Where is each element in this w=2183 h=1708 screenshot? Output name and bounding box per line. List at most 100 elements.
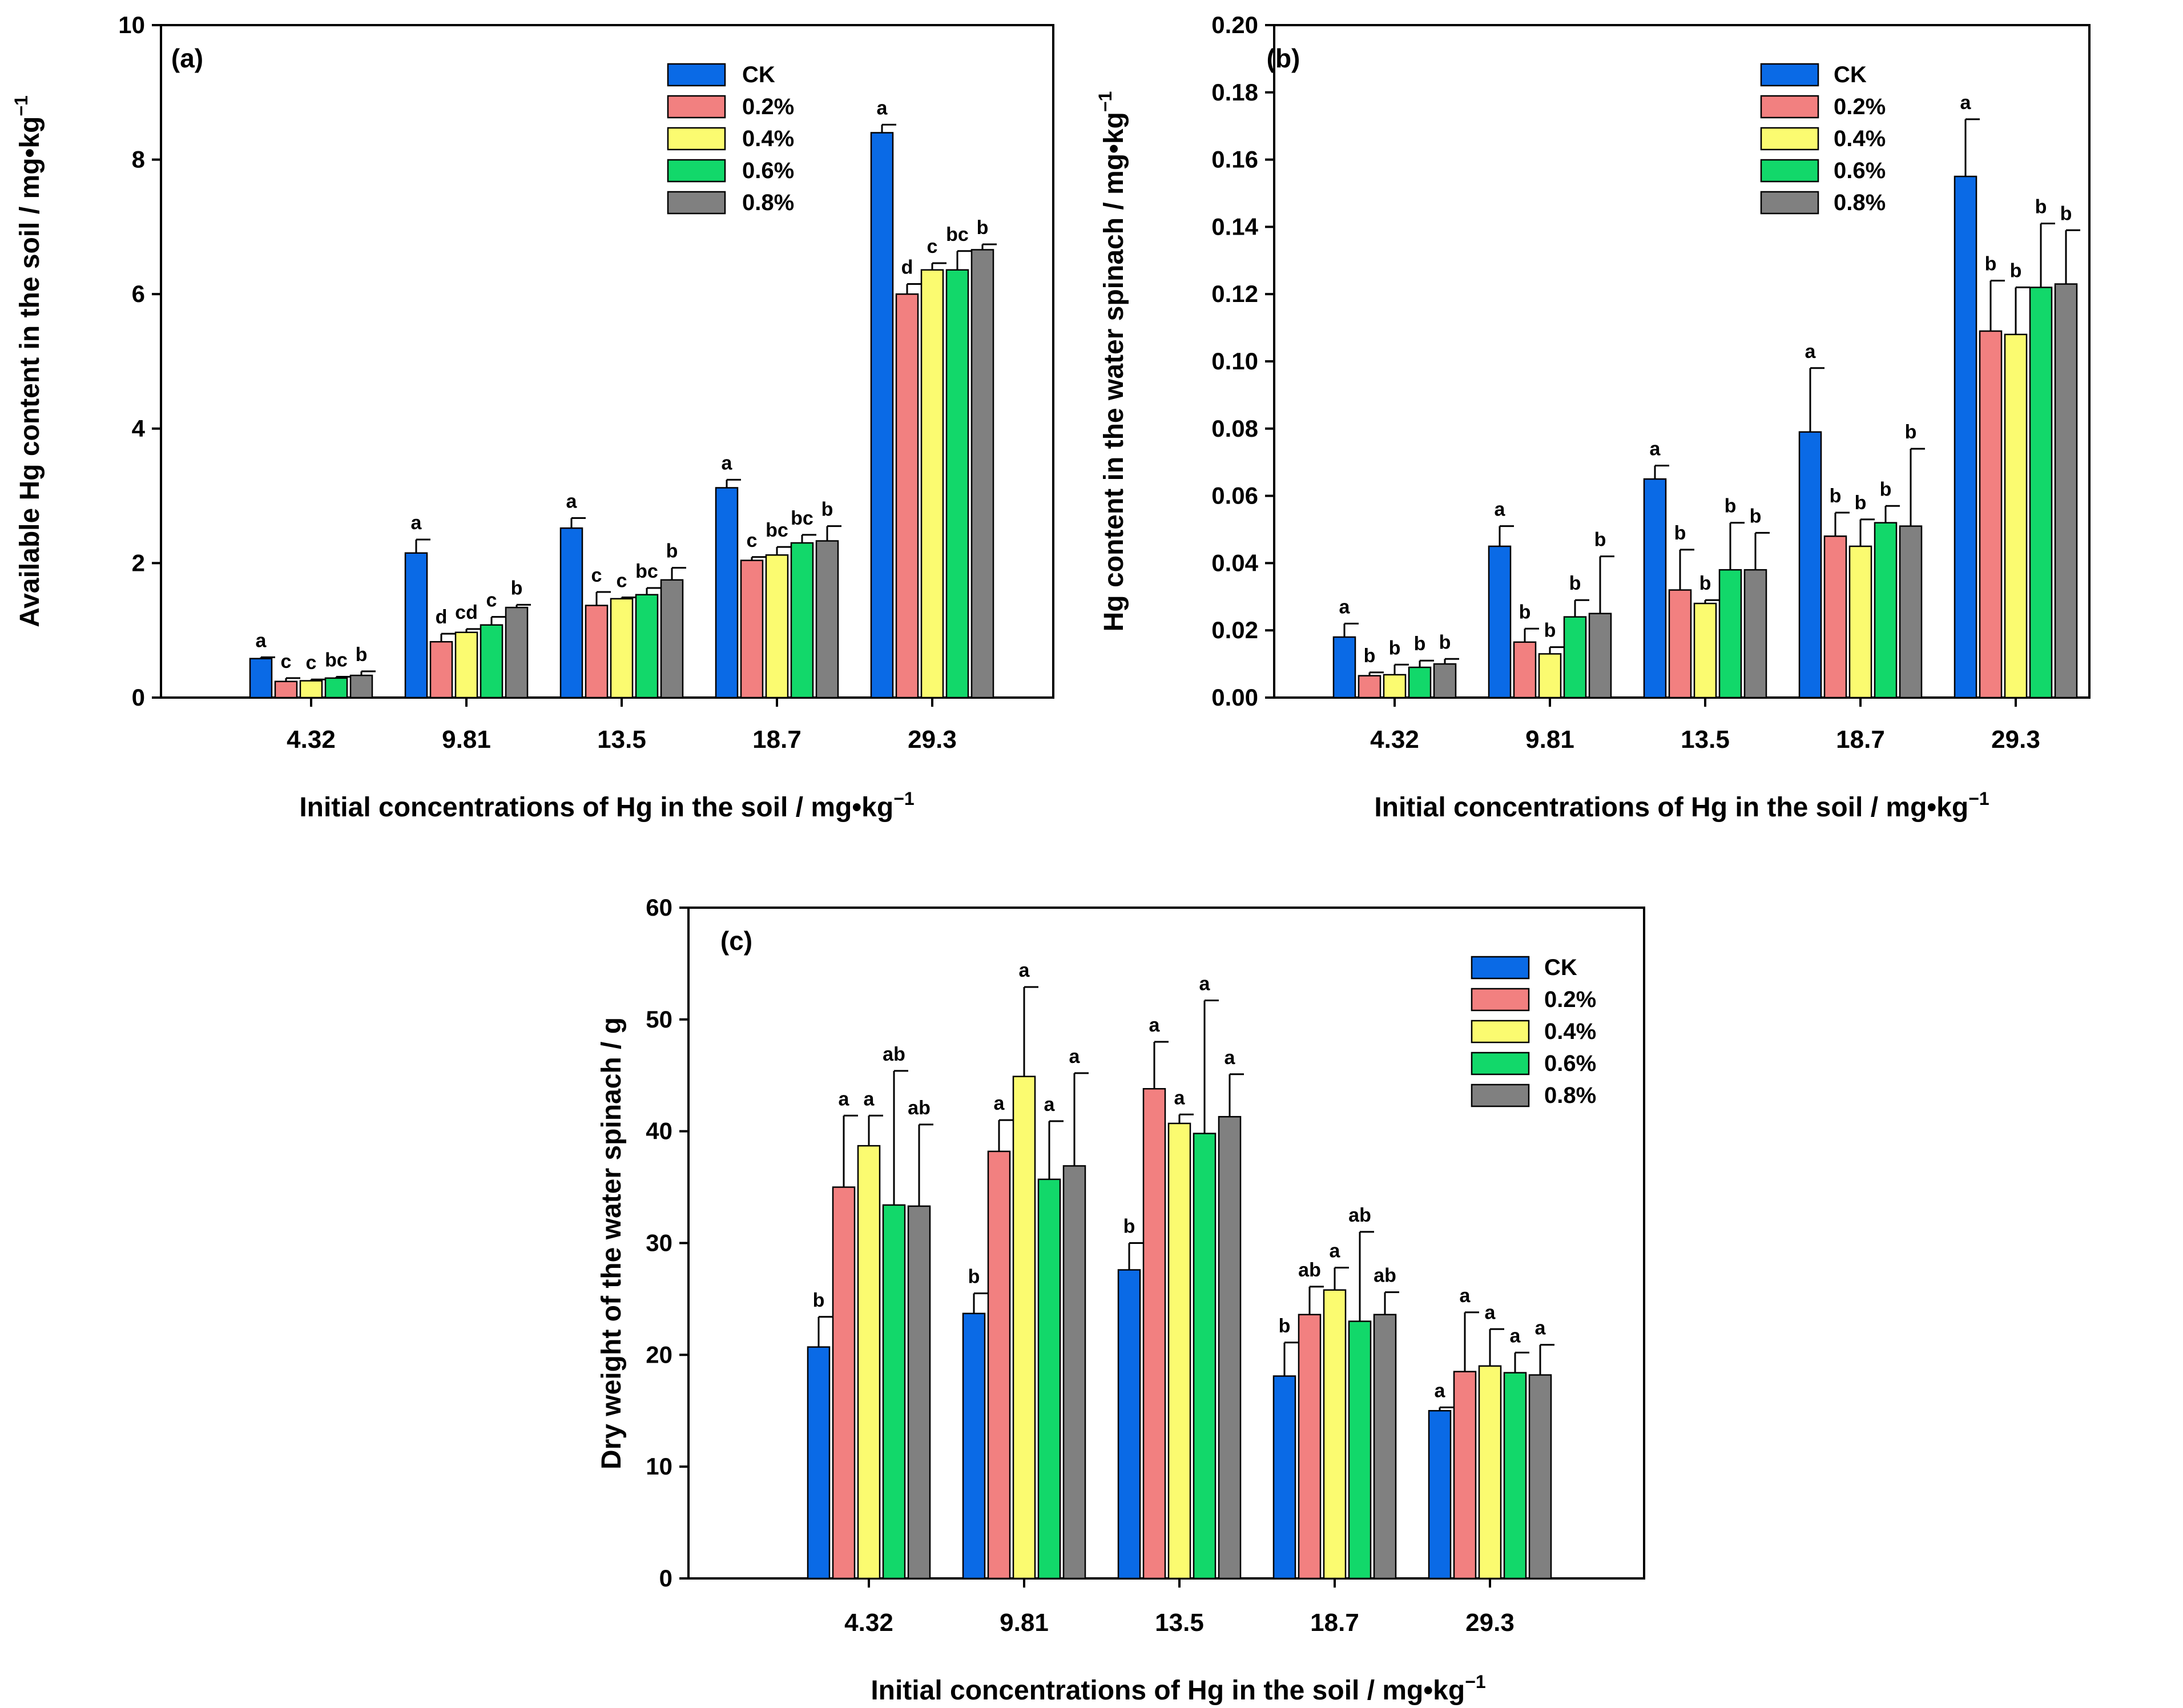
significance-letter: b [1439,631,1451,653]
x-axis-label: Initial concentrations of Hg in the soil… [1374,788,1989,823]
significance-letter: a [864,1088,875,1110]
bar [970,249,994,699]
panel-label: (a) [171,43,203,73]
significance-letter: b [1519,601,1531,623]
bar [1798,431,1822,699]
legend-label: 0.2% [742,94,794,119]
y-tick-label: 8 [132,146,145,173]
bar [1218,1115,1242,1580]
x-tick-label: 4.32 [287,726,336,754]
significance-letter: a [994,1093,1005,1114]
bar [907,1205,931,1580]
significance-letter: c [306,652,317,674]
chart-panel-b: 0.00 0.02 0.04 0.06 0.08 0.10 0.12 0.14 0.16 0.18… [1095,11,2091,823]
bar [635,594,659,699]
significance-letter: b [1544,620,1556,642]
significance-letter: a [1650,438,1661,460]
x-tick-label: 29.3 [908,726,957,754]
significance-letter: b [821,499,833,521]
significance-letter: a [1019,960,1030,981]
legend-label: CK [742,62,775,87]
legend-swatch [667,159,726,183]
y-axis-label: Dry weight of the water spinach / g [597,1017,627,1469]
significance-letter: b [356,644,368,666]
bar [962,1312,986,1580]
significance-letter: d [901,257,913,279]
significance-letter: a [566,490,578,512]
significance-letter: a [1044,1094,1056,1115]
significance-letter: a [411,512,422,534]
bar [1488,545,1512,699]
bar [1899,525,1923,699]
significance-letter: a [1485,1302,1496,1323]
y-tick-label: 4 [132,415,146,442]
significance-letter: b [1985,253,1997,275]
bar [1323,1289,1347,1580]
x-tick-label: 13.5 [597,726,646,754]
legend-label: 0.4% [1544,1019,1596,1044]
y-axis-label: Available Hg content in the soil / mg•kg… [11,95,45,627]
significance-letter: ab [908,1097,931,1119]
significance-letter: b [1279,1315,1291,1337]
x-tick-label: 18.7 [752,726,801,754]
significance-letter: c [617,570,627,591]
legend-swatch [1471,988,1530,1012]
y-tick-label: 0.06 [1211,482,1258,509]
bar [404,552,428,699]
significance-letter: b [1364,645,1376,667]
bar [2029,287,2053,699]
significance-letter: ab [883,1044,905,1065]
bar [857,1145,881,1580]
significance-letter: b [1699,573,1711,594]
bar [1848,545,1872,699]
significance-letter: c [281,651,292,672]
significance-letter: ab [1348,1205,1371,1226]
bar [987,1150,1011,1580]
y-tick-label: 0.02 [1211,617,1258,643]
significance-letter: a [839,1088,850,1110]
bar [1823,535,1847,699]
y-tick-label: 10 [118,11,145,38]
significance-letter: a [1339,596,1351,618]
legend-swatch [1760,95,1819,119]
significance-letter: a [1805,341,1817,362]
x-tick-label: 9.81 [1000,1609,1049,1637]
bar [1383,674,1407,699]
bar [1668,589,1692,699]
significance-letter: b [1855,492,1867,514]
significance-letter: bc [791,507,813,529]
y-tick-label: 60 [646,894,672,921]
x-tick-label: 29.3 [1991,726,2040,754]
panel-label: (c) [720,926,752,956]
significance-letter: a [256,630,267,651]
significance-letter: b [666,541,678,562]
plot-frame [160,24,1054,699]
y-tick-label: 50 [646,1006,672,1033]
significance-letter: b [511,577,523,599]
legend-swatch [1471,956,1530,980]
legend-label: 0.6% [1544,1051,1596,1076]
legend-label: 0.8% [1544,1083,1596,1108]
x-tick-label: 9.81 [1525,726,1574,754]
x-tick-label: 13.5 [1155,1609,1204,1637]
y-tick-label: 40 [646,1118,672,1145]
bar [832,1186,856,1580]
bar [505,606,529,699]
legend-swatch [1760,63,1819,87]
legend-swatch [667,127,726,151]
y-tick-label: 2 [132,549,145,576]
legend-label: 0.6% [1834,158,1886,183]
bar [1167,1122,1191,1580]
bar [1012,1075,1036,1580]
bar [1478,1365,1502,1580]
y-tick-label: 10 [646,1453,672,1480]
y-tick-label: 0.12 [1211,280,1258,307]
legend-swatch [667,63,726,87]
y-tick-label: 0.14 [1211,213,1258,240]
legend-label: 0.2% [1834,94,1886,119]
significance-letter: c [591,565,602,586]
significance-letter: c [927,236,938,257]
y-tick-label: 6 [132,280,145,307]
